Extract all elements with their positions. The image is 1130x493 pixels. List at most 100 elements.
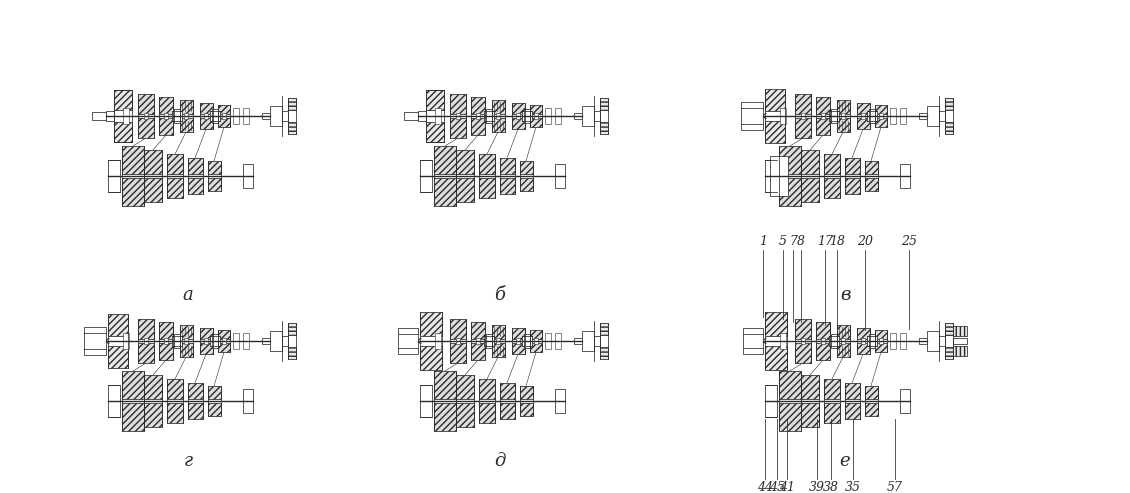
Bar [471,118,485,135]
Bar [212,334,218,348]
Bar [180,118,192,132]
Bar [218,343,231,352]
Bar [534,113,538,119]
Bar [200,103,212,114]
Text: 17: 17 [817,235,833,248]
Bar [864,386,878,399]
Bar [243,164,253,188]
Bar [114,90,132,110]
Bar [953,338,967,344]
Bar [890,333,896,349]
Bar [600,98,608,110]
Bar [484,336,494,346]
Bar [801,338,805,344]
Bar [779,146,801,174]
Bar [899,164,910,188]
Bar [796,118,811,138]
Bar [167,154,183,174]
Bar [144,338,148,344]
Bar [879,338,883,344]
Bar [836,325,850,339]
Bar [471,343,485,360]
Bar [555,164,565,188]
Bar [418,111,426,121]
Bar [122,403,144,431]
Bar [530,105,542,114]
Bar [123,108,129,124]
Bar [479,379,495,399]
Bar [770,156,788,196]
Bar [486,109,492,123]
Bar [492,100,504,114]
Bar [796,319,811,339]
Bar [816,118,831,135]
Bar [205,113,208,119]
Bar [486,334,492,348]
Bar [499,158,514,174]
Bar [765,89,785,111]
Text: г: г [183,452,192,470]
Bar [844,178,860,194]
Bar [92,112,106,120]
Text: д: д [494,452,506,470]
Bar [499,403,514,419]
Bar [492,343,504,357]
Bar [824,379,840,399]
Bar [844,383,860,399]
Bar [816,322,831,339]
Bar [180,100,192,114]
Bar [516,113,520,119]
Bar [801,375,819,399]
Bar [841,113,845,119]
Bar [875,330,887,339]
Bar [520,386,532,399]
Bar [574,113,582,119]
Text: 25: 25 [901,235,918,248]
Bar [243,333,249,349]
Bar [138,319,154,339]
Bar [857,118,869,129]
Bar [188,178,202,194]
Bar [492,118,504,132]
Bar [457,375,473,399]
Bar [450,319,466,339]
Bar [288,122,296,134]
Bar [499,178,514,194]
Text: 45: 45 [770,481,785,493]
Bar [159,97,173,114]
Bar [841,338,845,344]
Bar [945,98,953,110]
Bar [188,158,202,174]
Bar [167,379,183,399]
Bar [138,94,154,114]
Bar [434,178,457,206]
Bar [221,113,226,119]
Text: 7: 7 [789,235,797,248]
Text: 41: 41 [779,481,796,493]
Bar [816,97,831,114]
Bar [457,150,473,174]
Bar [200,343,212,354]
Bar [270,331,282,351]
Bar [167,178,183,198]
Bar [844,403,860,419]
Bar [555,333,560,349]
Bar [520,161,532,174]
Bar [869,109,875,123]
Bar [824,178,840,198]
Bar [200,118,212,129]
Bar [159,118,173,135]
Bar [919,113,927,119]
Bar [108,346,128,368]
Bar [144,375,162,399]
Bar [122,146,144,174]
Bar [420,160,432,192]
Bar [765,346,786,370]
Bar [174,109,180,123]
Bar [927,106,939,126]
Bar [435,333,441,349]
Bar [434,371,457,399]
Bar [545,108,551,124]
Bar [780,333,786,349]
Text: 1: 1 [759,235,767,248]
